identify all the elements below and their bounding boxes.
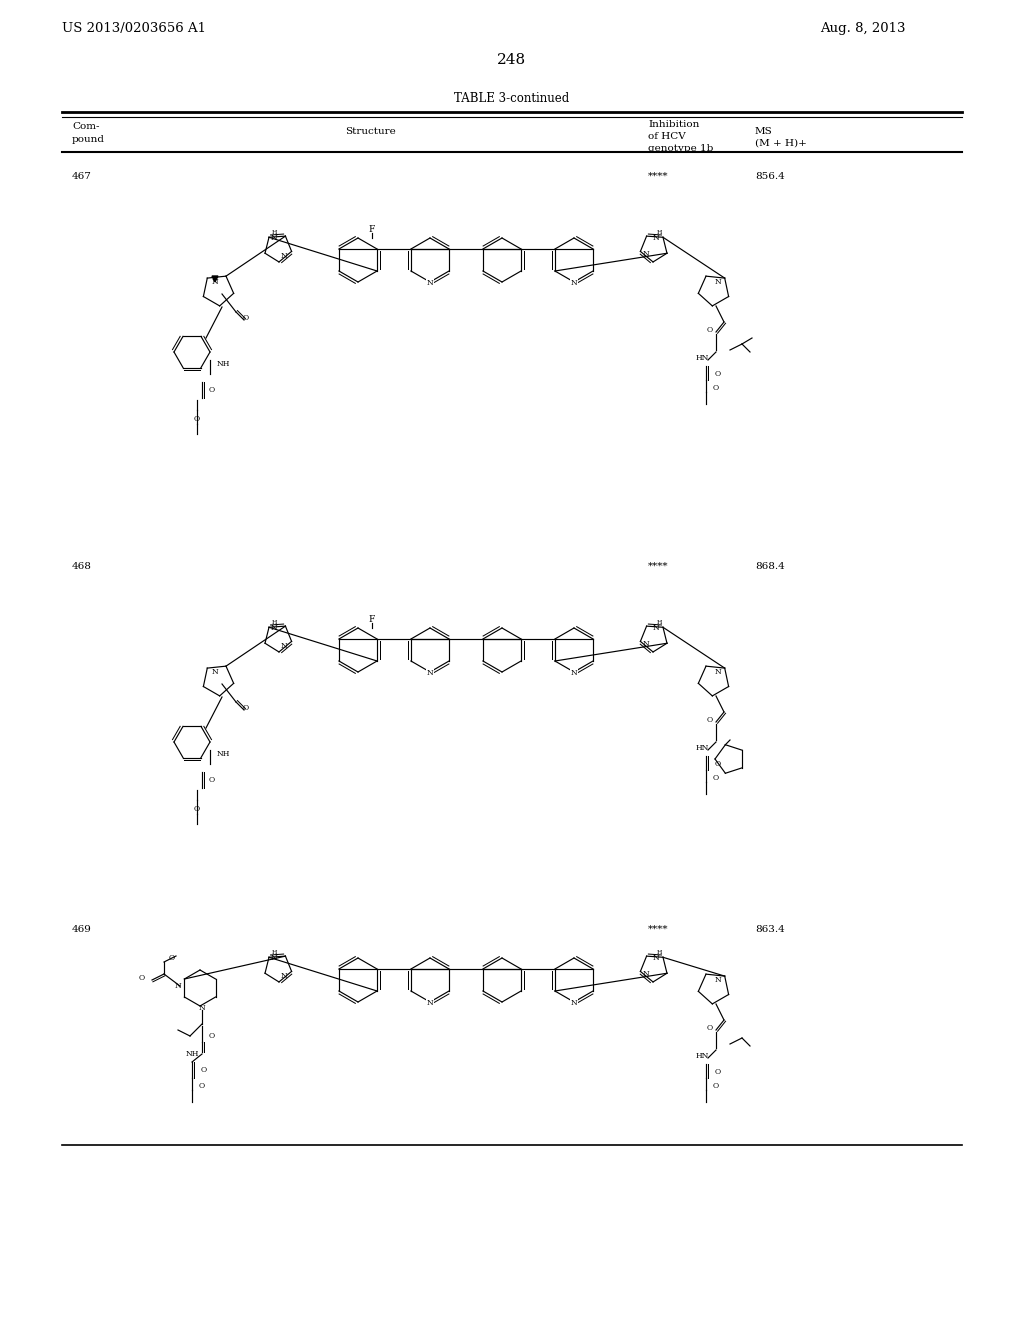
Text: O: O xyxy=(201,1067,207,1074)
Text: ****: **** xyxy=(648,172,669,181)
Text: 856.4: 856.4 xyxy=(755,172,784,181)
Text: N: N xyxy=(212,279,218,286)
Text: O: O xyxy=(209,385,215,393)
Text: O: O xyxy=(169,954,175,962)
Text: N: N xyxy=(281,252,288,260)
Text: genotype 1b: genotype 1b xyxy=(648,144,714,153)
Text: N: N xyxy=(212,668,218,676)
Text: H: H xyxy=(656,230,662,235)
Text: N: N xyxy=(281,642,288,649)
Text: N: N xyxy=(427,279,433,286)
Text: ****: **** xyxy=(648,925,669,935)
Text: O: O xyxy=(707,1024,713,1032)
Text: O: O xyxy=(243,704,249,711)
Text: O: O xyxy=(194,805,200,813)
Text: O: O xyxy=(713,384,719,392)
Text: N: N xyxy=(281,972,288,979)
Text: NH: NH xyxy=(185,1049,199,1059)
Text: N: N xyxy=(570,669,578,677)
Text: pound: pound xyxy=(72,135,105,144)
Text: N: N xyxy=(270,624,278,632)
Text: H: H xyxy=(271,949,276,954)
Text: Aug. 8, 2013: Aug. 8, 2013 xyxy=(820,22,905,36)
Text: HN: HN xyxy=(695,354,709,362)
Text: Com-: Com- xyxy=(72,121,99,131)
Text: 468: 468 xyxy=(72,562,92,572)
Text: N: N xyxy=(570,279,578,286)
Text: HN: HN xyxy=(695,744,709,752)
Text: N: N xyxy=(643,249,649,257)
Text: US 2013/0203656 A1: US 2013/0203656 A1 xyxy=(62,22,206,36)
Text: O: O xyxy=(715,760,721,768)
Text: TABLE 3-continued: TABLE 3-continued xyxy=(455,92,569,106)
Text: O: O xyxy=(707,715,713,723)
Text: O: O xyxy=(243,314,249,322)
Text: O: O xyxy=(199,1082,205,1090)
Text: 467: 467 xyxy=(72,172,92,181)
Text: O: O xyxy=(707,326,713,334)
Text: N: N xyxy=(715,279,721,286)
Text: of HCV: of HCV xyxy=(648,132,686,141)
Text: ****: **** xyxy=(648,562,669,572)
Text: F: F xyxy=(369,226,375,235)
Text: H: H xyxy=(271,619,276,624)
Text: N: N xyxy=(427,669,433,677)
Text: 469: 469 xyxy=(72,925,92,935)
Text: NH: NH xyxy=(217,360,230,368)
Text: N: N xyxy=(199,1005,206,1012)
Text: O: O xyxy=(715,370,721,378)
Text: Structure: Structure xyxy=(345,127,395,136)
Text: O: O xyxy=(194,414,200,422)
Text: H: H xyxy=(656,949,662,954)
Text: N: N xyxy=(652,234,659,242)
Text: O: O xyxy=(139,974,145,982)
Text: N: N xyxy=(427,999,433,1007)
Text: O: O xyxy=(715,1068,721,1076)
Text: N: N xyxy=(715,668,721,676)
Text: MS: MS xyxy=(755,127,773,136)
Text: O: O xyxy=(713,774,719,781)
Text: O: O xyxy=(209,1032,215,1040)
Text: N: N xyxy=(643,970,649,978)
Text: O: O xyxy=(713,1082,719,1090)
Text: O: O xyxy=(209,776,215,784)
Text: N: N xyxy=(570,999,578,1007)
Text: H: H xyxy=(271,230,276,235)
Text: (M + H)+: (M + H)+ xyxy=(755,139,807,148)
Text: N: N xyxy=(652,954,659,962)
Text: N: N xyxy=(270,234,278,242)
Text: NH: NH xyxy=(217,750,230,758)
Text: Inhibition: Inhibition xyxy=(648,120,699,129)
Text: H: H xyxy=(656,619,662,624)
Text: N: N xyxy=(652,624,659,632)
Polygon shape xyxy=(212,276,218,282)
Text: 868.4: 868.4 xyxy=(755,562,784,572)
Text: 248: 248 xyxy=(498,53,526,67)
Text: N: N xyxy=(643,640,649,648)
Text: HN: HN xyxy=(695,1052,709,1060)
Text: N: N xyxy=(175,982,181,990)
Text: 863.4: 863.4 xyxy=(755,925,784,935)
Text: F: F xyxy=(369,615,375,624)
Text: N: N xyxy=(270,954,278,962)
Text: N: N xyxy=(715,975,721,983)
